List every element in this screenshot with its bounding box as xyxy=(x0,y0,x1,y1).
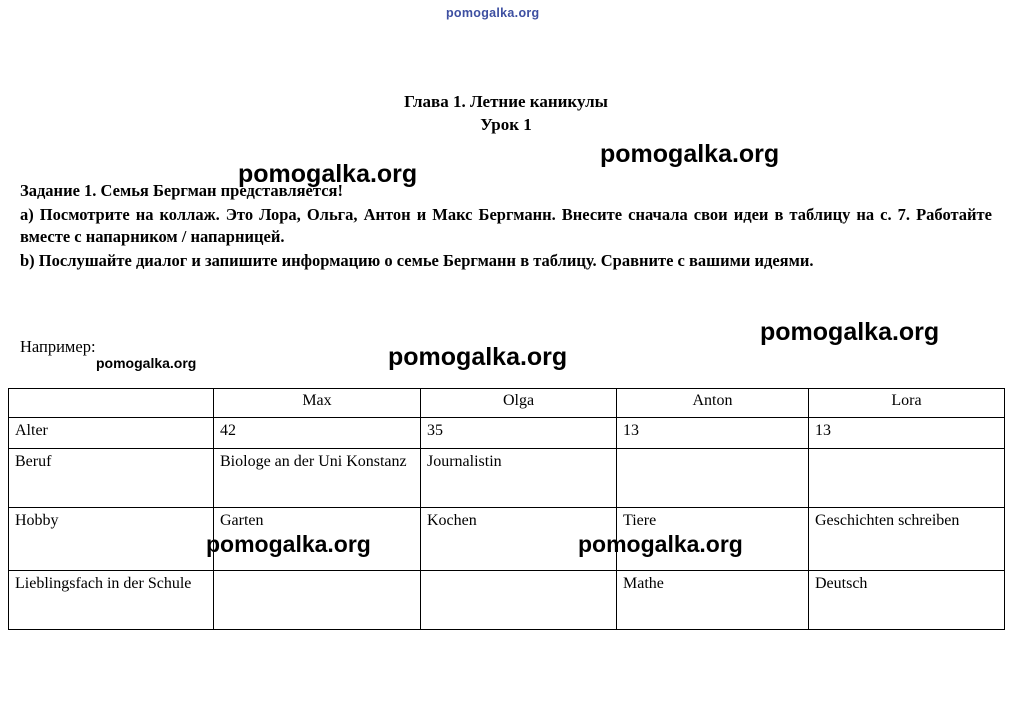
watermark-f: pomogalka.org xyxy=(206,531,371,557)
cell-beruf-lora xyxy=(808,448,1005,508)
cell-hobby-lora: Geschichten schreiben xyxy=(808,507,1005,571)
cell-fach-lora: Deutsch xyxy=(808,570,1005,630)
watermark-b: pomogalka.org xyxy=(600,140,780,168)
table-header-cell-lora: Lora xyxy=(808,388,1005,418)
watermark-c: pomogalka.org xyxy=(760,318,940,346)
watermark-top: pomogalka.org xyxy=(446,6,540,20)
example-label: Например: xyxy=(20,337,96,356)
table-header-cell-olga: Olga xyxy=(420,388,617,418)
chapter-title: Глава 1. Летние каникулы xyxy=(404,92,608,111)
row-label-alter: Alter xyxy=(8,417,214,449)
cell-fach-anton: Mathe xyxy=(616,570,809,630)
lesson-title: Урок 1 xyxy=(480,115,532,134)
watermark-g: pomogalka.org xyxy=(578,531,743,557)
cell-alter-anton: 13 xyxy=(616,417,809,449)
page-title: Глава 1. Летние каникулы Урок 1 xyxy=(0,92,1012,135)
family-info-table: Max Olga Anton Lora Alter 42 35 13 13 Be… xyxy=(8,388,1005,630)
watermark-e: pomogalka.org xyxy=(96,355,197,371)
table-header-cell-max: Max xyxy=(213,388,421,418)
cell-fach-olga xyxy=(420,570,617,630)
row-label-lieblingsfach: Lieblingsfach in der Schule xyxy=(8,570,214,630)
cell-alter-lora: 13 xyxy=(808,417,1005,449)
cell-beruf-olga: Journalistin xyxy=(420,448,617,508)
table-row: Alter 42 35 13 13 xyxy=(8,417,1005,449)
row-label-hobby: Hobby xyxy=(8,507,214,571)
cell-alter-olga: 35 xyxy=(420,417,617,449)
table-header-cell-0 xyxy=(8,388,214,418)
cell-beruf-anton xyxy=(616,448,809,508)
task-part-b: b) Послушайте диалог и запишите информац… xyxy=(20,250,814,270)
cell-hobby-max: Garten xyxy=(213,507,421,571)
cell-alter-max: 42 xyxy=(213,417,421,449)
table-row: Lieblingsfach in der Schule Mathe Deutsc… xyxy=(8,570,1005,630)
watermark-a: pomogalka.org xyxy=(238,160,418,188)
watermark-d: pomogalka.org xyxy=(388,343,568,371)
task-title: Задание 1. Семья Бергман представляется! xyxy=(20,181,343,200)
table-header-cell-anton: Anton xyxy=(616,388,809,418)
cell-beruf-max: Biologe an der Uni Konstanz xyxy=(213,448,421,508)
table-header-row: Max Olga Anton Lora xyxy=(8,388,1005,418)
cell-hobby-olga: Kochen xyxy=(420,507,617,571)
table-row: Beruf Biologe an der Uni Konstanz Journa… xyxy=(8,448,1005,508)
task-part-a: a) Посмотрите на коллаж. Это Лора, Ольга… xyxy=(20,204,992,246)
task-block: Задание 1. Семья Бергман представляется!… xyxy=(20,180,992,274)
row-label-beruf: Beruf xyxy=(8,448,214,508)
table-row: Hobby Garten Kochen Tiere Geschichten sc… xyxy=(8,507,1005,571)
cell-fach-max xyxy=(213,570,421,630)
